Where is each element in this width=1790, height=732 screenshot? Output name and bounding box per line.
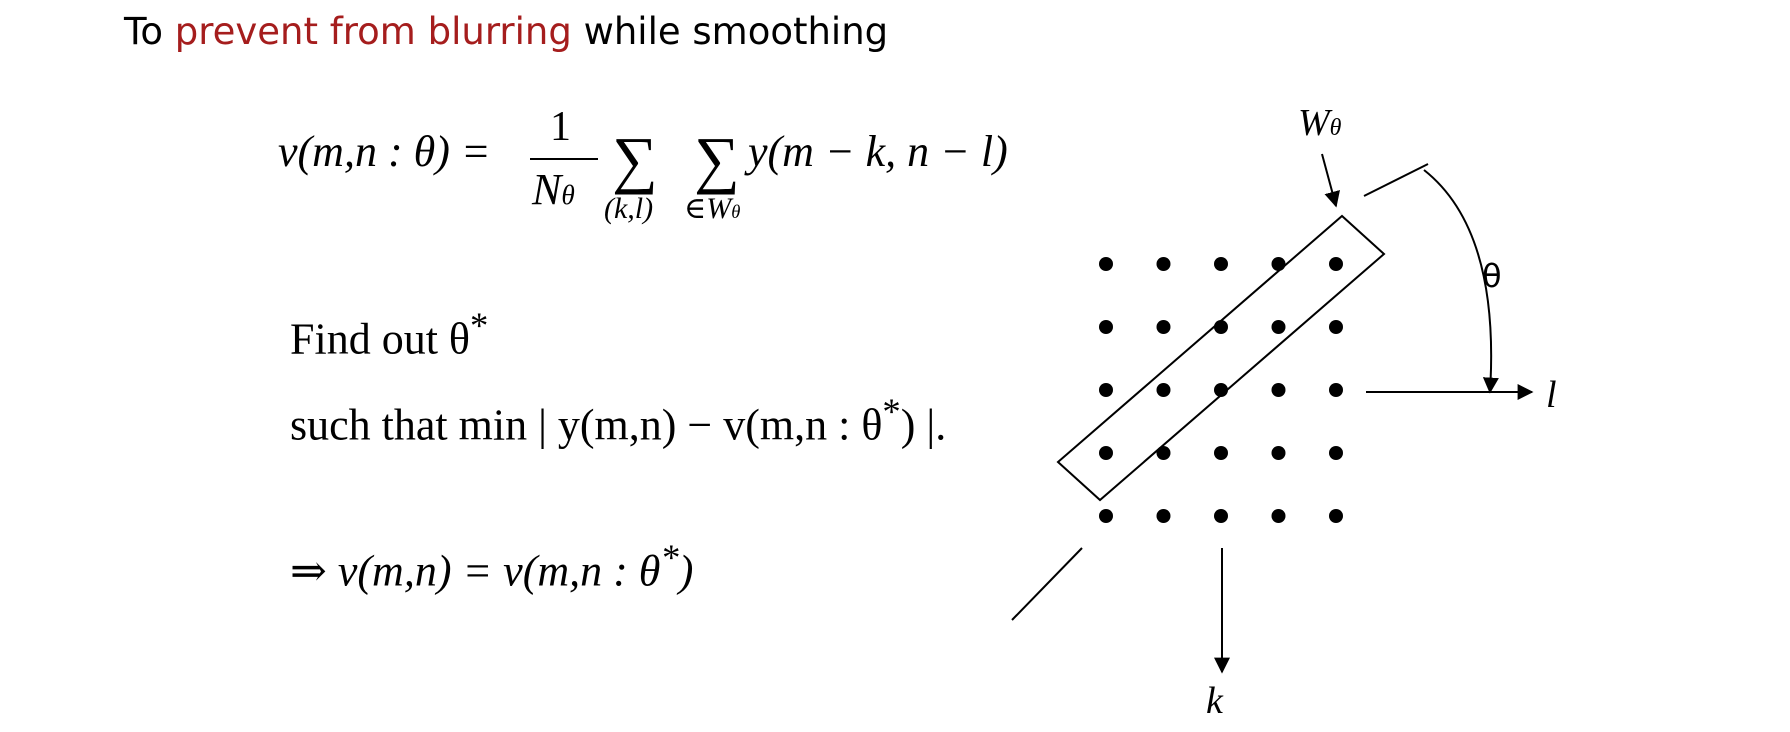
grid-dot xyxy=(1099,257,1113,271)
window-pointer-arrow xyxy=(1321,153,1340,208)
grid-dot xyxy=(1099,509,1113,523)
grid-dot xyxy=(1099,383,1113,397)
grid-dot xyxy=(1329,320,1343,334)
equation-lhs: v(m,n : θ) = xyxy=(278,127,491,176)
implies-tail: ) xyxy=(678,546,694,596)
grid-dot xyxy=(1214,383,1228,397)
grid-dot xyxy=(1099,320,1113,334)
window-label-base: W xyxy=(1298,102,1330,144)
find-statement: Find out θ* xyxy=(290,305,489,364)
find-sup: * xyxy=(470,305,489,346)
sum-symbol-1: ∑ xyxy=(612,124,658,195)
fraction-denominator-sub: θ xyxy=(561,180,575,210)
sum-symbol-2: ∑ xyxy=(694,124,740,195)
grid-dot xyxy=(1329,383,1343,397)
such-statement: such that min | y(m,n) − v(m,n : θ*) |. xyxy=(290,391,947,450)
angle-label: θ xyxy=(1482,257,1502,295)
grid-dot xyxy=(1271,320,1286,334)
heading-prefix: To xyxy=(124,10,175,53)
grid-dot xyxy=(1156,320,1171,334)
fraction-denominator-base: N xyxy=(532,165,562,214)
window-label-sub: θ xyxy=(1329,115,1342,141)
grid-dot xyxy=(1271,509,1286,523)
grid-dot xyxy=(1214,509,1228,523)
heading-highlight: prevent from blurring xyxy=(174,10,572,53)
pixel-grid xyxy=(1099,257,1343,523)
sum-index-1: (k,l) xyxy=(604,192,654,225)
sum-index-2-sub: θ xyxy=(731,202,741,223)
angle-arc-arrow xyxy=(1423,169,1499,394)
such-text: such that min | y(m,n) − v(m,n : θ xyxy=(290,400,883,450)
grid-dot xyxy=(1271,383,1286,397)
orientation-line-upper xyxy=(1363,163,1429,197)
axis-k-label: k xyxy=(1206,680,1223,722)
equation-rhs: y(m − k, n − l) xyxy=(748,127,1008,176)
implies-text: ⇒ v(m,n) = v(m,n : θ xyxy=(290,546,661,596)
grid-dot xyxy=(1099,446,1113,460)
slide-heading: To prevent from blurring while smoothing xyxy=(124,10,888,53)
implies-sup: * xyxy=(660,537,679,578)
sum-index-2: ∈Wθ xyxy=(684,194,740,224)
implies-statement: ⇒ v(m,n) = v(m,n : θ*) xyxy=(290,537,694,596)
grid-dot xyxy=(1271,446,1286,460)
sum-index-2-base: ∈W xyxy=(684,192,732,225)
grid-dot xyxy=(1156,509,1171,523)
grid-dot xyxy=(1214,320,1228,334)
window-label: Wθ xyxy=(1298,104,1341,142)
orientation-line-lower xyxy=(1011,547,1083,621)
grid-dot xyxy=(1156,257,1171,271)
grid-dot xyxy=(1214,257,1228,271)
such-tail: ) |. xyxy=(900,400,947,450)
find-text: Find out θ xyxy=(290,314,470,364)
grid-dot xyxy=(1156,446,1171,460)
fraction-bar xyxy=(530,158,598,160)
grid-dot xyxy=(1329,509,1343,523)
heading-suffix: while smoothing xyxy=(571,10,889,53)
grid-dot xyxy=(1271,257,1286,271)
fraction-numerator: 1 xyxy=(550,104,571,150)
axis-l-label: l xyxy=(1546,374,1557,416)
grid-dot xyxy=(1329,257,1343,271)
such-sup: * xyxy=(882,391,901,432)
grid-dot xyxy=(1214,446,1228,460)
window-rectangle xyxy=(1056,214,1386,502)
fraction-denominator: Nθ xyxy=(532,168,575,212)
grid-dot xyxy=(1329,446,1343,460)
grid-dot xyxy=(1156,383,1171,397)
